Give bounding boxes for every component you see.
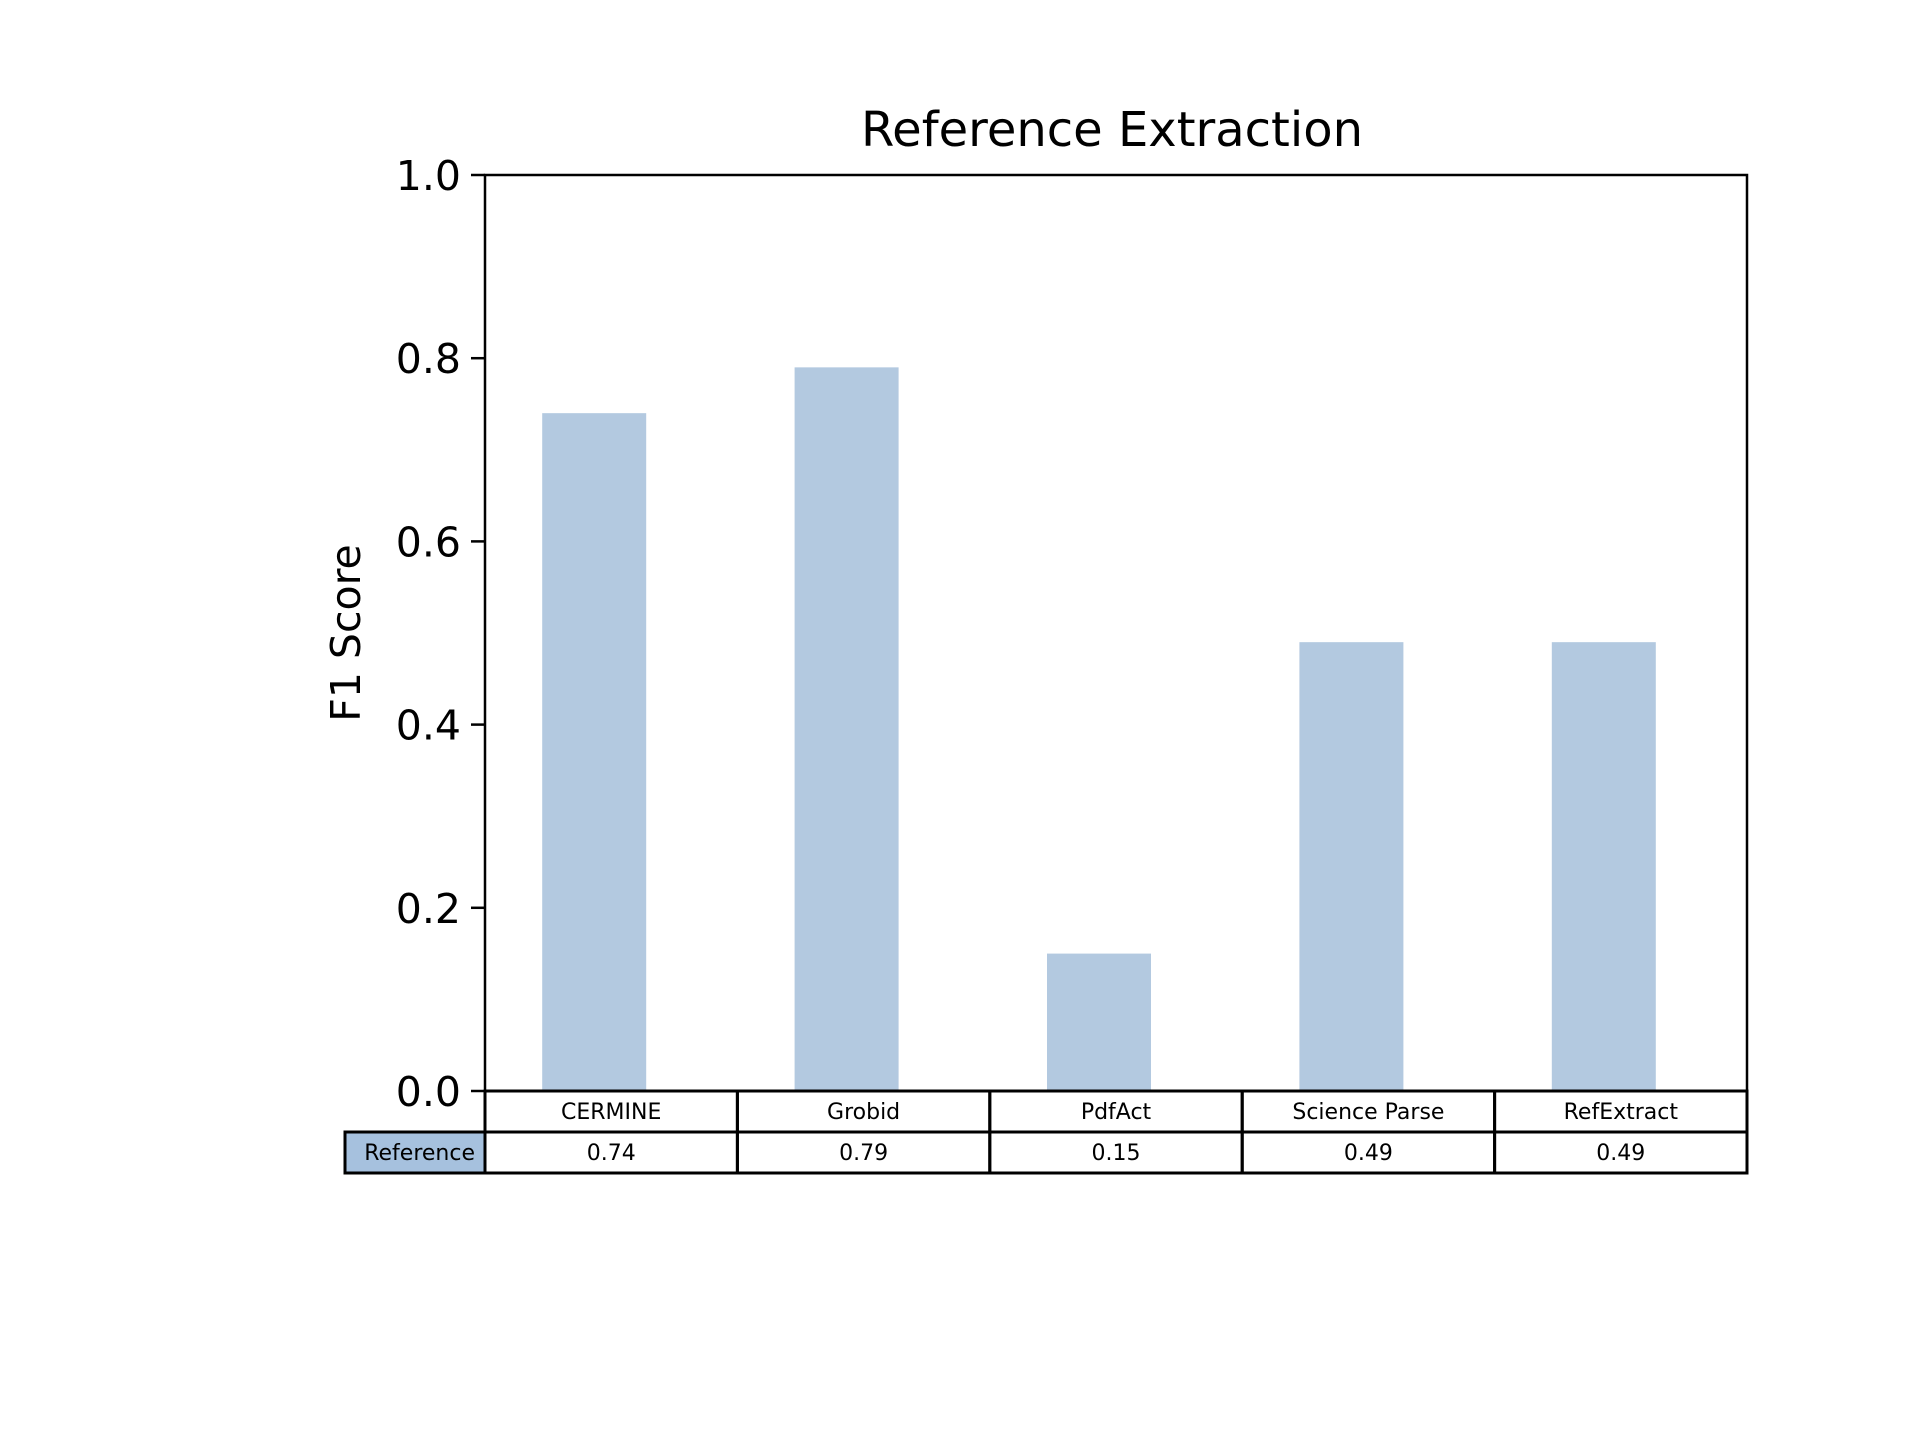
bar-refextract (1551, 642, 1656, 1091)
bar-pdfact (1047, 953, 1151, 1091)
table-value-cell (1493, 1130, 1749, 1175)
bars (542, 367, 1656, 1091)
chart-title: Reference Extraction (861, 102, 1363, 158)
table-value-label: 0.15 (1092, 1141, 1141, 1166)
x-category-label: Grobid (827, 1100, 900, 1125)
y-axis-ticks: 0.0 0.2 0.4 0.6 0.8 1.0 (396, 152, 485, 1116)
table-value-label: 0.74 (587, 1141, 636, 1166)
bar-cermine (542, 413, 647, 1091)
x-category-label: Science Parse (1292, 1100, 1444, 1125)
y-tick-label: 0.6 (396, 518, 461, 566)
y-tick-label: 0.0 (396, 1068, 461, 1116)
y-tick-label: 0.4 (396, 702, 461, 750)
table-row-label-cell (343, 1130, 487, 1175)
y-axis-label: F1 Score (322, 544, 370, 722)
table-value-label: 0.49 (1596, 1141, 1645, 1166)
x-category-label: RefExtract (1564, 1100, 1679, 1125)
y-tick-label: 0.2 (396, 885, 461, 933)
y-tick-label: 1.0 (396, 152, 461, 200)
y-tick-label: 0.8 (396, 335, 461, 383)
bar-grobid (794, 367, 899, 1091)
table-value-label: 0.79 (839, 1141, 888, 1166)
x-category-label: PdfAct (1081, 1100, 1152, 1125)
x-category-label: CERMINE (561, 1100, 661, 1125)
table-value-label: 0.49 (1344, 1141, 1393, 1166)
data-table: Reference CERMINE 0.74 Grobid 0.79 PdfAct 0.15… (343, 1089, 1749, 1175)
bar-science-parse (1299, 642, 1404, 1091)
table-row-label: Reference (364, 1141, 475, 1166)
